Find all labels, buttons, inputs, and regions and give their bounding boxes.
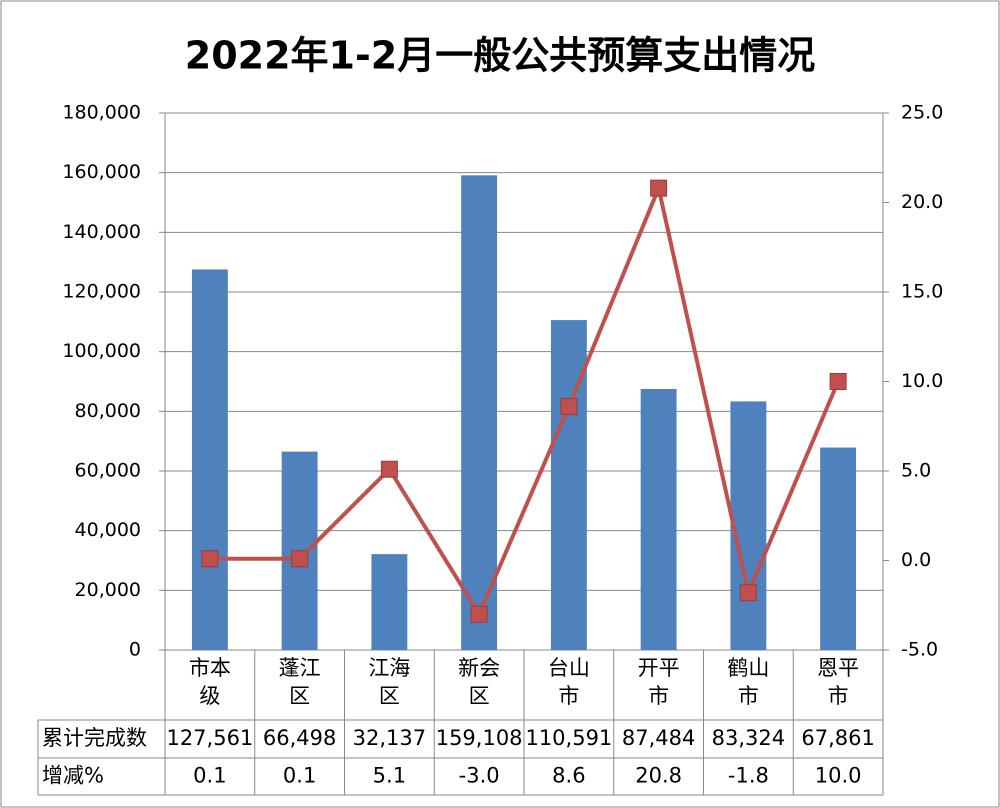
y-tick-label: 100,000 bbox=[62, 340, 141, 362]
bar bbox=[461, 175, 498, 650]
table-value: 0.1 bbox=[193, 764, 226, 788]
y-tick-label: 180,000 bbox=[62, 102, 141, 124]
table-value: 32,137 bbox=[353, 726, 426, 750]
bar bbox=[730, 401, 767, 650]
y2-tick-label: 5.0 bbox=[901, 460, 931, 482]
y-tick-label: 160,000 bbox=[62, 161, 141, 183]
table-value: 0.1 bbox=[283, 764, 316, 788]
y-tick-label: 60,000 bbox=[75, 460, 141, 482]
table-value: 127,561 bbox=[166, 726, 253, 750]
table-value: 5.1 bbox=[373, 764, 406, 788]
marker bbox=[470, 605, 488, 623]
y-tick-label: 120,000 bbox=[62, 281, 141, 303]
bar bbox=[191, 269, 228, 650]
marker bbox=[829, 373, 847, 390]
y2-tick-label: 15.0 bbox=[901, 281, 943, 303]
marker bbox=[291, 550, 309, 568]
table-value: 110,591 bbox=[525, 726, 612, 750]
y-tick-label: 140,000 bbox=[62, 221, 141, 243]
marker bbox=[380, 460, 398, 478]
y2-tick-label: 0.0 bbox=[901, 549, 931, 571]
x-tick-label: 恩平市 bbox=[817, 656, 860, 708]
bar bbox=[550, 320, 587, 650]
table-value: 66,498 bbox=[263, 726, 336, 750]
x-tick-label: 鹤山市 bbox=[727, 656, 770, 708]
y-tick-label: 40,000 bbox=[75, 519, 141, 541]
bar bbox=[640, 389, 677, 650]
y2-tick-label: 20.0 bbox=[901, 191, 943, 213]
x-tick-label: 台山市 bbox=[547, 656, 590, 708]
table-value: -3.0 bbox=[459, 764, 500, 788]
marker bbox=[650, 179, 668, 197]
x-tick-label: 市本级 bbox=[188, 656, 231, 708]
table-value: 8.6 bbox=[552, 764, 585, 788]
x-tick-label: 开平市 bbox=[637, 656, 680, 708]
y2-tick-label: -5.0 bbox=[901, 639, 938, 661]
y-tick-label: 80,000 bbox=[75, 400, 141, 422]
table-value: 159,108 bbox=[436, 726, 523, 750]
table-value: -1.8 bbox=[728, 764, 769, 788]
y-tick-label: 0 bbox=[129, 639, 141, 661]
table-value: 87,484 bbox=[622, 726, 695, 750]
bar bbox=[371, 554, 408, 650]
line bbox=[209, 181, 840, 619]
table-value: 83,324 bbox=[712, 726, 785, 750]
y-tick-label: 20,000 bbox=[75, 579, 141, 601]
bar bbox=[820, 447, 857, 650]
legend-label: 增减% bbox=[42, 764, 104, 788]
marker bbox=[739, 584, 757, 602]
marker bbox=[560, 398, 578, 416]
marker bbox=[201, 550, 219, 568]
table-value: 67,861 bbox=[801, 726, 874, 750]
x-tick-label: 蓬江区 bbox=[278, 656, 321, 708]
y2-tick-label: 25.0 bbox=[901, 102, 943, 124]
table-value: 20.8 bbox=[635, 764, 682, 788]
table-value: 10.0 bbox=[815, 764, 862, 788]
y2-tick-label: 10.0 bbox=[901, 370, 943, 392]
x-tick-label: 江海区 bbox=[368, 656, 411, 708]
legend-label: 累计完成数 bbox=[42, 726, 147, 750]
x-tick-label: 新会区 bbox=[458, 656, 501, 708]
chart-title: 2022年1-2月一般公共预算支出情况 bbox=[185, 34, 815, 78]
